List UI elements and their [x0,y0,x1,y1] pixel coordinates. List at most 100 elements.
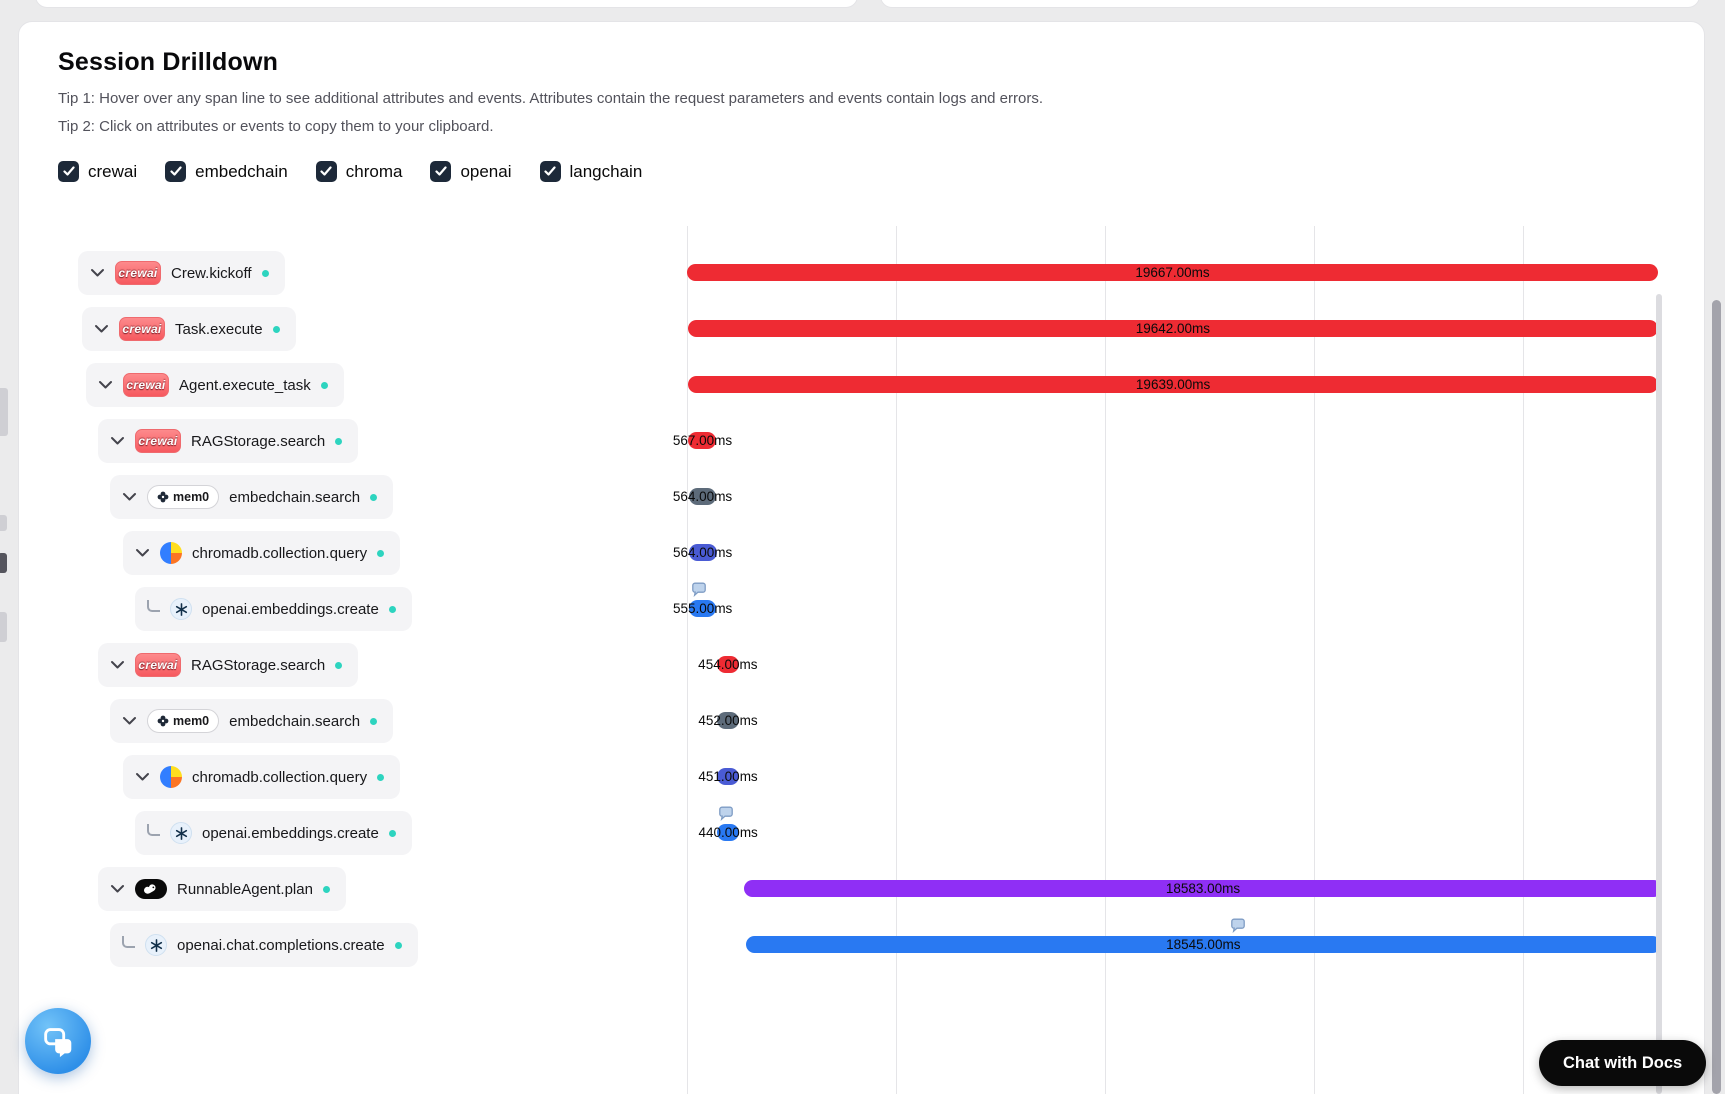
edge-artifact [0,553,7,573]
span-row-pill[interactable]: openai.embeddings.create [135,587,412,631]
panel-scrollbar[interactable] [1656,294,1662,1094]
span-duration-bar[interactable] [687,264,1658,281]
status-dot-icon [322,885,330,893]
span-row-pill[interactable]: crewai RAGStorage.search [98,419,359,463]
gridline [896,226,897,1094]
trace-row: chromadb.collection.query 451.00ms [0,749,1700,805]
openai-logo-icon [170,822,192,844]
chevron-down-icon[interactable] [110,884,125,894]
chevron-down-icon[interactable] [122,716,137,726]
event-bubble-icon[interactable] [1230,917,1246,933]
span-duration-label: 564.00ms [672,545,733,560]
span-duration-bar[interactable] [688,376,1658,393]
span-duration-bar[interactable] [687,320,1658,337]
span-duration-bar[interactable] [745,936,1662,953]
status-dot-icon [388,829,396,837]
status-dot-icon [335,661,343,669]
chat-with-docs-button[interactable]: Chat with Docs [1539,1040,1707,1086]
status-dot-icon [394,941,402,949]
span-row-pill[interactable]: chromadb.collection.query [123,755,401,799]
event-bubble-icon[interactable] [718,805,734,821]
filter-openai[interactable]: openai [430,161,512,182]
crewai-logo-icon: crewai [119,317,165,341]
edge-artifact [0,388,8,436]
chat-bubbles-icon [39,1022,77,1060]
filter-embedchain[interactable]: embedchain [165,161,288,182]
trace-row: openai.embeddings.create 555.00ms [0,581,1700,637]
vendor-filter-bar: crewai embedchain chroma openai [58,161,1704,182]
span-name: embedchain.search [229,712,361,730]
filter-chroma[interactable]: chroma [315,161,403,182]
span-row-pill[interactable]: mem0 embedchain.search [110,475,394,519]
span-row-pill[interactable]: mem0 embedchain.search [110,699,394,743]
trace-row: crewai Agent.execute_task 19639.00ms [0,357,1700,413]
span-duration-bar[interactable] [688,488,717,505]
chevron-down-icon[interactable] [94,324,109,334]
span-name: chromadb.collection.query [192,544,368,562]
span-duration-label: 19642.00ms [1135,321,1211,336]
chroma-logo-icon [160,542,182,564]
checkbox-checked-icon[interactable] [315,161,337,182]
trace-row: crewai RAGStorage.search 454.00ms [0,637,1700,693]
openai-logo-icon [170,598,192,620]
checkbox-checked-icon[interactable] [58,161,79,182]
gridline [1314,226,1315,1094]
page-title: Session Drilldown [58,48,279,76]
span-duration-bar[interactable] [688,432,717,449]
span-name: RunnableAgent.plan [177,880,313,898]
chevron-down-icon[interactable] [90,268,105,278]
span-duration-label: 19667.00ms [1135,265,1210,280]
trace-row: mem0 embedchain.search 452.00ms [0,693,1700,749]
span-duration-bar[interactable] [716,712,740,729]
crewai-logo-icon: crewai [135,429,181,453]
chevron-down-icon[interactable] [98,380,113,390]
trace-row: mem0 embedchain.search 564.00ms [0,469,1700,525]
status-dot-icon [388,605,396,613]
page-scrollbar[interactable] [1712,300,1721,1094]
span-row-pill[interactable]: openai.chat.completions.create [110,923,418,967]
status-dot-icon [335,437,343,445]
checkbox-checked-icon[interactable] [430,161,452,182]
span-duration-bar[interactable] [716,656,740,673]
gridline [1105,226,1106,1094]
chevron-down-icon[interactable] [135,772,150,782]
status-dot-icon [370,717,378,725]
span-duration-bar[interactable] [688,544,717,561]
span-row-pill[interactable]: crewai Crew.kickoff [78,251,285,295]
span-duration-bar[interactable] [688,600,717,617]
span-duration-label: 19639.00ms [1135,377,1211,392]
chevron-down-icon[interactable] [135,548,150,558]
span-row-pill[interactable]: openai.embeddings.create [135,811,412,855]
event-bubble-icon[interactable] [691,581,707,597]
span-duration-label: 18583.00ms [1165,881,1241,896]
span-duration-bar[interactable] [716,768,740,785]
span-name: RAGStorage.search [191,656,326,674]
trace-row: crewai Task.execute 19642.00ms [0,301,1700,357]
trace-row: openai.embeddings.create 440.00ms [0,805,1700,861]
checkbox-checked-icon[interactable] [165,161,187,182]
filter-crewai[interactable]: crewai [58,161,137,182]
span-duration-label: 564.00ms [672,489,733,504]
span-row-pill[interactable]: crewai Agent.execute_task [86,363,344,407]
chevron-down-icon[interactable] [110,436,125,446]
span-duration-bar[interactable] [744,880,1662,897]
filter-label: chroma [345,161,403,181]
span-duration-bar[interactable] [717,824,740,841]
chevron-down-icon[interactable] [110,660,125,670]
filter-langchain[interactable]: langchain [539,161,642,182]
chroma-logo-icon [160,766,182,788]
chevron-down-icon[interactable] [122,492,137,502]
status-dot-icon [272,325,280,333]
span-name: openai.embeddings.create [202,824,379,842]
chat-widget-button[interactable] [25,1008,91,1074]
crewai-logo-icon: crewai [135,653,181,677]
span-duration-label: 567.00ms [672,433,733,448]
span-row-pill[interactable]: RunnableAgent.plan [98,867,346,911]
span-row-pill[interactable]: crewai RAGStorage.search [98,643,359,687]
mem0-logo-icon: mem0 [147,709,220,733]
span-row-pill[interactable]: crewai Task.execute [82,307,296,351]
trace-row: chromadb.collection.query 564.00ms [0,525,1700,581]
checkbox-checked-icon[interactable] [539,161,561,182]
span-row-pill[interactable]: chromadb.collection.query [123,531,401,575]
status-dot-icon [320,381,328,389]
